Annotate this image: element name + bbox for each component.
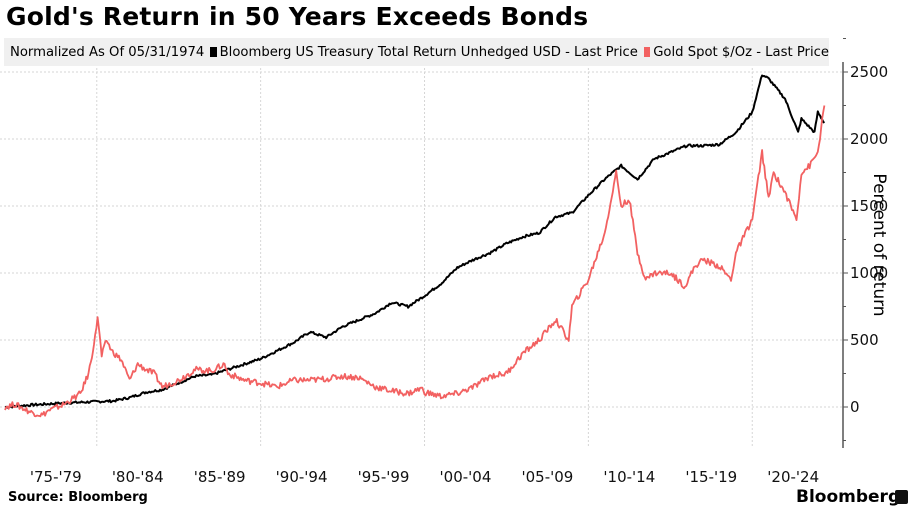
legend-swatch-gold: [643, 47, 651, 57]
y-tick-label: 2000: [850, 130, 888, 148]
y-tick-label: 1000: [850, 264, 888, 282]
source-note: Source: Bloomberg: [8, 490, 148, 505]
y-tick-label: 1500: [850, 197, 888, 215]
x-tick-label: '05-'09: [521, 468, 573, 486]
series-treasury-line: [4, 74, 826, 409]
legend: Normalized As Of 05/31/1974 Bloomberg US…: [4, 38, 829, 66]
x-tick-label: '80-'84: [112, 468, 164, 486]
brand-logo: Bloomberg: [796, 487, 901, 507]
y-tick-label: 500: [850, 331, 879, 349]
y-tick-label: 2500: [850, 63, 888, 81]
x-tick-label: '15-'19: [685, 468, 737, 486]
x-tick-label: '10-'14: [603, 468, 655, 486]
chart-title: Gold's Return in 50 Years Exceeds Bonds: [6, 2, 589, 31]
series-gold-line: [4, 105, 826, 418]
x-tick-label: '20-'24: [767, 468, 819, 486]
x-tick-label: '75-'79: [30, 468, 82, 486]
x-tick-label: '90-'94: [276, 468, 328, 486]
x-tick-label: '00-'04: [440, 468, 492, 486]
legend-note: Normalized As Of 05/31/1974: [10, 44, 205, 60]
x-tick-label: '85-'89: [194, 468, 246, 486]
legend-label-gold: Gold Spot $/Oz - Last Price: [653, 44, 829, 60]
bloomberg-chart-icon: [895, 490, 908, 504]
legend-label-treasury: Bloomberg US Treasury Total Return Unhed…: [219, 44, 638, 60]
y-tick-label: 0: [850, 398, 860, 416]
legend-swatch-treasury: [210, 47, 217, 57]
y-axis-label: Percent of return: [869, 173, 889, 317]
x-tick-label: '95-'99: [358, 468, 410, 486]
